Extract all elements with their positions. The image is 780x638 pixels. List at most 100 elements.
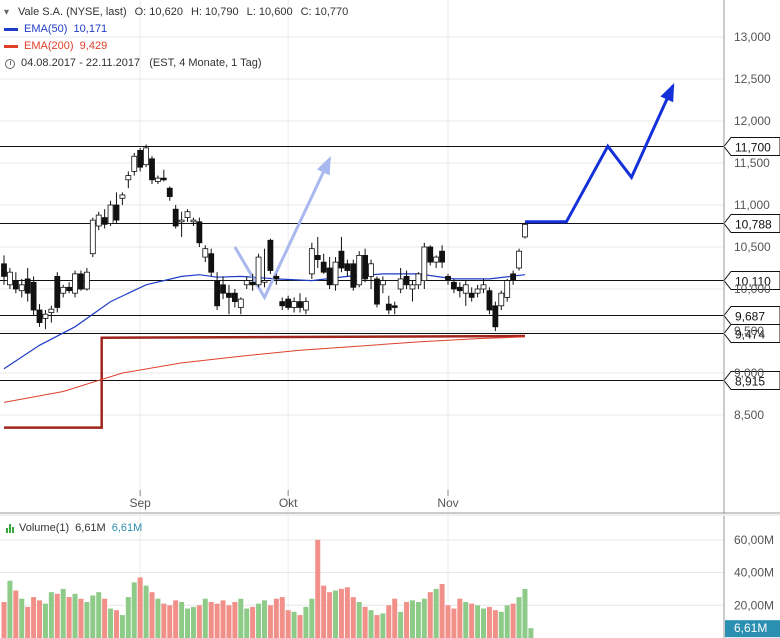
candle-body-up [60,286,67,294]
volume-last-label: 6,61M [734,621,767,635]
candle-body-down [374,278,380,305]
legend-ema200-row[interactable]: EMA(200) 9,429 [4,38,348,55]
collapse-caret-icon[interactable]: ▾ [4,7,10,18]
candle-body-down [468,292,475,298]
candle-body-up [202,248,209,258]
volume-bar [7,580,13,638]
volume-bar [19,598,25,638]
y-tick-label: 9,500 [734,324,764,338]
volume-bar [143,585,149,638]
volume-bar [315,539,321,638]
candle-body-down [486,290,493,311]
legend-ema50-row[interactable]: EMA(50) 10,171 [4,21,348,38]
volume-bar [469,603,475,638]
candle-body-up [89,219,96,255]
faded-projection-line [233,158,331,301]
volume-bar [66,597,72,638]
candle-body-down [445,275,451,281]
candle-body-down [214,280,221,307]
volume-bar [60,588,66,638]
candle-body-down [385,303,392,311]
projection-arrow-head [660,82,675,103]
volume-bar [445,605,451,638]
candle-body-down [510,273,517,282]
volume-bar [492,610,498,638]
volume-bar [522,588,528,638]
volume-bar [256,603,262,638]
volume-bar [149,592,155,638]
volume-bar [250,606,256,638]
y-tick-label: 11,500 [734,156,770,170]
candle-body-up [107,204,114,224]
candle-body-down [172,208,179,227]
candle-body-up [498,292,505,307]
volume-bar [48,592,54,638]
ema50-label: EMA(50) [24,23,68,35]
candle-body-down [267,239,274,271]
candle-body-down [54,275,61,308]
high-label: H: [190,6,202,18]
candle-body-up [255,256,262,286]
level-label: 10,110 [735,275,771,289]
ema200-value: 9,429 [79,40,108,52]
candle-body-down [36,309,43,324]
volume-bar [374,615,380,638]
legend-range-row: 04.08.2017 - 22.11.2017 (EST, 4 Monate, … [4,55,348,72]
level-tag [723,306,780,325]
legend-ohlc-row: ▾ Vale S.A. (NYSE, last) O: 10,620 H: 10… [4,4,348,21]
candle-body-down [249,281,256,286]
candle-body-up [504,280,511,298]
volume-bar [309,598,315,638]
candle-body-up [131,155,138,172]
ema200-swatch-icon [4,45,18,48]
ema50-swatch-icon [4,28,18,31]
volume-bar [409,600,415,638]
volume-bar [78,598,84,638]
volume-legend: Volume(1) 6,61M 6,61M [6,522,142,534]
volume-bar [90,595,96,638]
open-label: O: [134,6,147,18]
volume-bar [415,602,421,638]
candle-body-down [226,292,232,298]
candle-body-down [149,158,155,181]
candle-body-up [409,284,416,290]
x-tick-label: Sep [129,496,151,510]
level-label: 10,788 [735,218,772,232]
volume-bar [427,592,433,638]
volume-bar [516,597,522,638]
ema50-line [3,273,526,370]
volume-bars-icon [6,523,14,533]
candle-body-up [83,271,90,290]
volume-bar [386,605,392,638]
volume-bar [232,602,238,638]
volume-bar [202,598,208,638]
support-box-line [4,334,526,429]
volume-bar [96,592,102,638]
volume-bar [13,590,19,638]
volume-bar [220,600,226,638]
high-value: 10,790 [205,6,239,18]
volume-label: Volume(1) [19,522,70,534]
candle-body-up [397,278,404,290]
candle-body-up [332,261,339,286]
candle-body-up [415,273,422,286]
volume-bar [167,605,173,638]
volume-bars [1,539,534,638]
y-tick-label: 10,000 [734,282,771,296]
volume-bar [155,598,161,638]
y-tick-label: 12,000 [734,114,771,128]
level-label: 11,700 [735,141,771,155]
candle-body-up [178,219,185,223]
candle-body-up [433,256,440,263]
level-tag [723,371,780,390]
volume-bar [457,598,463,638]
volume-bar [528,628,534,638]
volume-bar [338,588,344,638]
level-tag [723,324,780,343]
price-gridlines [0,0,724,513]
candle-body-down [427,246,434,263]
ema200-line [3,336,526,403]
faded-arrow-head [316,156,331,176]
candle-body-down [24,278,31,294]
candle-body-down [344,263,351,271]
